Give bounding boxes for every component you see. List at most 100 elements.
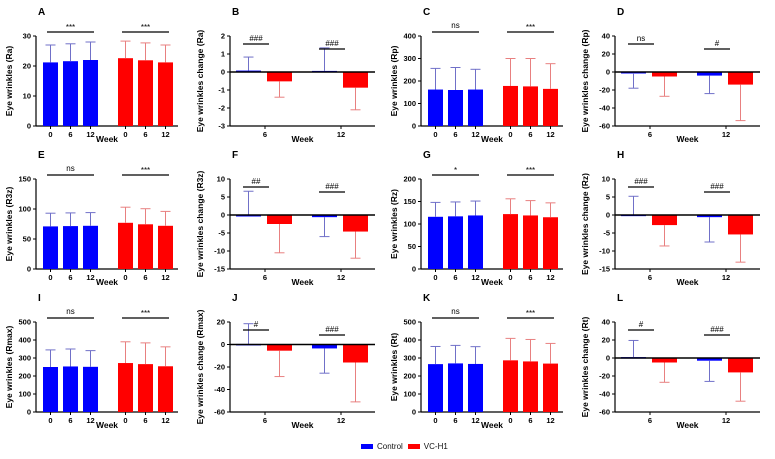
y-tick-label: 1 bbox=[221, 50, 225, 59]
bar-vc-h1-week-0 bbox=[503, 360, 518, 412]
bar-control-week-0 bbox=[428, 216, 443, 269]
x-tick-label: 6 bbox=[528, 273, 532, 282]
significance-label: ns bbox=[451, 307, 459, 316]
significance-label: *** bbox=[141, 309, 150, 318]
bar-vc-h1-week-12 bbox=[343, 72, 368, 88]
panel-letter: L bbox=[617, 293, 623, 304]
panel-j: J -60 -40 -20 0 20 Eye wrinkles change (Rmax) W… bbox=[195, 293, 375, 430]
bar-vc-h1-week-0 bbox=[503, 214, 518, 269]
y-tick-label: 300 bbox=[18, 354, 31, 363]
x-tick-label: 12 bbox=[161, 273, 169, 282]
significance-label: ## bbox=[252, 177, 261, 186]
x-tick-label: 0 bbox=[123, 130, 127, 139]
bar-control-week-12 bbox=[697, 215, 722, 218]
bar-control-week-6 bbox=[63, 226, 78, 269]
y-tick-label: 150 bbox=[403, 197, 416, 206]
x-tick-label: 6 bbox=[263, 416, 267, 425]
bar-control-week-12 bbox=[468, 363, 483, 412]
x-tick-label: 12 bbox=[722, 130, 730, 139]
x-tick-label: 12 bbox=[722, 273, 730, 282]
bar-vc-h1-week-0 bbox=[118, 363, 133, 412]
bar-vc-h1-week-12 bbox=[543, 217, 558, 269]
y-tick-label: -60 bbox=[599, 122, 610, 131]
x-tick-label: 6 bbox=[143, 130, 147, 139]
x-tick-label: 12 bbox=[471, 273, 479, 282]
x-tick-label: 6 bbox=[528, 130, 532, 139]
y-axis-title: Eye wrinkles change (Rt) bbox=[580, 317, 590, 418]
bar-control-week-12 bbox=[468, 89, 483, 126]
legend: Control VC-H1 bbox=[361, 442, 453, 451]
y-tick-label: 400 bbox=[403, 336, 416, 345]
y-tick-label: 10 bbox=[23, 92, 31, 101]
x-axis-title: Week bbox=[481, 420, 503, 430]
y-tick-label: 10 bbox=[602, 175, 610, 184]
y-tick-label: 20 bbox=[602, 50, 610, 59]
x-tick-label: 12 bbox=[471, 416, 479, 425]
panel-letter: H bbox=[617, 150, 624, 161]
y-tick-label: 5 bbox=[606, 193, 610, 202]
x-tick-label: 12 bbox=[86, 416, 94, 425]
x-tick-label: 12 bbox=[546, 416, 554, 425]
y-axis-title: Eye wrinkles (Rz) bbox=[389, 189, 399, 259]
x-tick-label: 12 bbox=[546, 130, 554, 139]
bar-vc-h1-week-12 bbox=[158, 366, 173, 412]
y-axis-title: Eye wrinkles (Rp) bbox=[389, 45, 399, 116]
panel-f: F -15 -10 -5 0 5 10 Eye wrinkles change (R3z) We… bbox=[195, 150, 375, 287]
panel-letter: E bbox=[38, 150, 45, 161]
bar-vc-h1-week-6 bbox=[267, 344, 292, 351]
bar-control-week-0 bbox=[43, 367, 58, 412]
bar-control-week-6 bbox=[621, 72, 646, 74]
panel-letter: I bbox=[38, 293, 41, 304]
x-axis-title: Week bbox=[96, 134, 118, 144]
y-tick-label: -60 bbox=[599, 408, 610, 417]
bar-vc-h1-week-12 bbox=[728, 72, 753, 85]
x-tick-label: 6 bbox=[528, 416, 532, 425]
y-tick-label: 100 bbox=[403, 390, 416, 399]
y-axis-title: Eye wrinkles change (R3z) bbox=[195, 170, 205, 277]
y-tick-label: 20 bbox=[23, 62, 31, 71]
bar-control-week-6 bbox=[448, 90, 463, 126]
significance-label: *** bbox=[66, 23, 75, 32]
bar-vc-h1-week-12 bbox=[158, 225, 173, 269]
legend-label-control: Control bbox=[377, 442, 403, 451]
y-tick-label: -40 bbox=[599, 104, 610, 113]
x-axis-title: Week bbox=[676, 277, 698, 287]
significance-label: *** bbox=[526, 309, 535, 318]
bar-vc-h1-week-6 bbox=[523, 86, 538, 126]
x-axis-title: Week bbox=[676, 134, 698, 144]
y-tick-label: 100 bbox=[403, 220, 416, 229]
y-axis-title: Eye wrinkles (Rmax) bbox=[4, 325, 14, 408]
x-tick-label: 6 bbox=[68, 130, 72, 139]
panel-a: A 0 10 20 30 Eye wrinkles (Ra) Week 0 6 12 *** 0 6 12… bbox=[4, 7, 178, 144]
panel-d: D -60 -40 -20 0 20 40 Eye wrinkles change (Rp) W… bbox=[580, 7, 760, 144]
x-tick-label: 6 bbox=[68, 416, 72, 425]
x-axis-title: Week bbox=[291, 134, 313, 144]
panel-letter: A bbox=[38, 7, 45, 18]
legend-swatch-vc-h1 bbox=[407, 444, 420, 449]
x-tick-label: 12 bbox=[471, 130, 479, 139]
bar-vc-h1-week-6 bbox=[138, 60, 153, 126]
y-tick-label: 2 bbox=[221, 32, 225, 41]
y-axis-title: Eye wrinkles change (Rmax) bbox=[195, 309, 205, 424]
panel-c: C 0 100 200 300 400 Eye wrinkles (Rp) Week 0 6 12 n… bbox=[389, 7, 563, 144]
y-tick-label: 40 bbox=[602, 32, 610, 41]
x-axis-title: Week bbox=[96, 420, 118, 430]
bar-vc-h1-week-12 bbox=[728, 358, 753, 373]
y-axis-title: Eye wrinkles (Rt) bbox=[389, 333, 399, 402]
y-tick-label: 300 bbox=[403, 354, 416, 363]
panel-letter: B bbox=[232, 7, 239, 18]
x-tick-label: 0 bbox=[433, 273, 437, 282]
y-tick-label: 400 bbox=[403, 32, 416, 41]
x-tick-label: 12 bbox=[337, 273, 345, 282]
y-tick-label: 500 bbox=[18, 318, 31, 327]
legend-label-vc-h1: VC-H1 bbox=[423, 442, 448, 451]
y-tick-label: 50 bbox=[408, 242, 416, 251]
significance-label: *** bbox=[526, 23, 535, 32]
x-axis-title: Week bbox=[481, 134, 503, 144]
panel-l: L -60 -40 -20 0 20 40 Eye wrinkles change (Rt) W… bbox=[580, 293, 760, 430]
y-tick-label: 200 bbox=[403, 77, 416, 86]
bar-control-week-12 bbox=[312, 215, 337, 218]
panel-letter: F bbox=[232, 150, 238, 161]
